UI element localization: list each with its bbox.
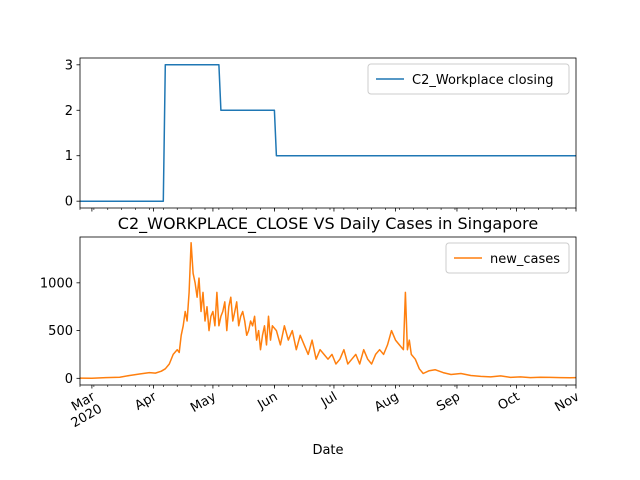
axes-frame	[79, 57, 577, 209]
x-tick-label-line: Apr	[132, 389, 160, 414]
x-tick-label-line: Oct	[496, 389, 523, 413]
y-tick-label: 2	[65, 104, 73, 119]
x-tick-label: May	[188, 389, 219, 416]
y-tick-label: 3	[65, 58, 73, 73]
chart-title: C2_WORKPLACE_CLOSE VS Daily Cases in Sin…	[118, 214, 538, 234]
axes-frame	[79, 236, 577, 386]
bottom-plot: 0 500 1000 Mar2020 Apr May Jun Jul Aug Sep Oct Nov C…	[40, 214, 582, 458]
x-tick-label: Jun	[254, 389, 280, 413]
x-tick-label-line: May	[188, 389, 219, 416]
y-tick-label: 0	[65, 372, 73, 387]
legend-box	[367, 63, 570, 95]
x-tick-label: Apr	[132, 389, 160, 414]
y-tick-label: 1	[65, 149, 73, 164]
y-tick-label: 1000	[40, 276, 73, 291]
legend-label: new_cases	[490, 252, 560, 267]
x-tick-label-line: Jul	[318, 389, 340, 410]
legend-box	[445, 242, 570, 274]
series-line-new-cases	[79, 241, 577, 379]
x-tick-label: Sep	[434, 389, 463, 414]
x-axis-label: Date	[312, 443, 343, 458]
x-tick-label-line: Sep	[434, 389, 463, 414]
x-tick-label-line: Nov	[553, 389, 583, 415]
x-tick-label-line: Jun	[254, 389, 280, 413]
x-tick-label: Aug	[372, 389, 401, 415]
y-tick-label: 0	[65, 195, 73, 210]
series-line-c2-workplace-closing	[80, 64, 576, 202]
x-tick-label: Oct	[496, 389, 523, 413]
legend-label: C2_Workplace closing	[412, 73, 553, 88]
top-plot: 0 1 2 3 C2_Workplace closing	[65, 57, 577, 212]
x-tick-label-line: Aug	[372, 389, 401, 415]
x-tick-label: Mar2020	[62, 389, 106, 431]
x-tick-label: Nov	[553, 389, 583, 415]
x-tick-label: Jul	[318, 389, 340, 410]
y-tick-label: 500	[48, 324, 73, 339]
